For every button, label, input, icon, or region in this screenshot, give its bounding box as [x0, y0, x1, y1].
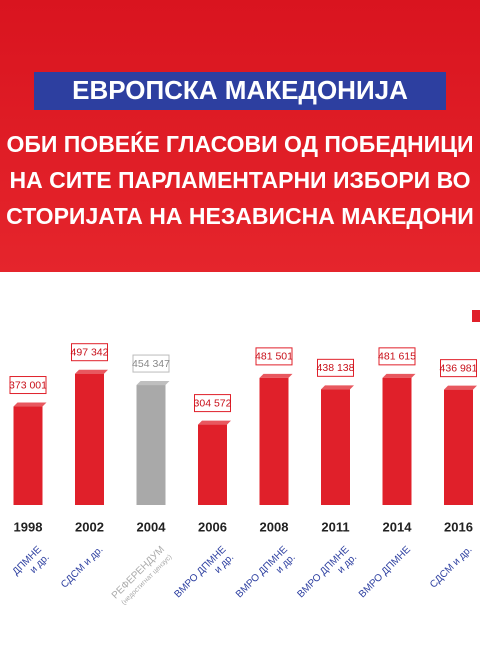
decoration [472, 310, 480, 322]
bar [444, 389, 473, 505]
value-label-box [71, 343, 108, 362]
value-label: 481 615 [378, 351, 416, 363]
headline-line: ОБИ ПОВЕЌЕ ГЛАСОВИ ОД ПОБЕДНИЦИ [6, 130, 473, 157]
party-label: СДСМ и др. [428, 544, 474, 590]
bar [13, 406, 43, 505]
bar-top [75, 369, 108, 374]
value-label-box [132, 354, 170, 373]
bar [75, 373, 104, 505]
bar-top [13, 402, 47, 407]
value-label-box [255, 347, 293, 366]
x-tick-label: 2008 [260, 519, 289, 534]
party-label-line: ВМРО ДПМНЕ [357, 544, 413, 600]
header-band [0, 0, 480, 272]
value-label-box [378, 347, 416, 366]
party-label-line: СДСМ и др. [59, 544, 105, 590]
value-label-box [440, 359, 477, 378]
value-label: 304 572 [194, 397, 232, 409]
value-label-box [9, 376, 47, 395]
value-label: 454 347 [132, 358, 170, 370]
bar [259, 377, 289, 505]
bar [198, 424, 227, 505]
x-tick-label: 2011 [321, 519, 349, 534]
value-label: 438 138 [317, 362, 355, 374]
value-label-box [317, 358, 354, 377]
value-label: 497 342 [71, 346, 109, 358]
bar [321, 389, 350, 505]
party-label-line: СДСМ и др. [428, 544, 474, 590]
x-tick-label: 2016 [444, 519, 473, 534]
bar-top [382, 373, 416, 378]
x-tick-label: 2006 [198, 519, 227, 534]
bar [136, 385, 166, 505]
badge: ЕВРОПСКА МАКЕДОНИЈА [72, 75, 408, 105]
x-tick-label: 2014 [383, 519, 413, 534]
x-tick-label: 2002 [75, 519, 104, 534]
bar-top [321, 385, 354, 390]
value-label: 373 001 [9, 379, 47, 391]
x-tick-label: 2004 [137, 519, 167, 534]
bar-top [136, 381, 170, 386]
bar [382, 377, 412, 505]
bar-top [198, 420, 231, 425]
value-label-box [194, 394, 231, 413]
x-tick-label: 1998 [14, 519, 43, 534]
party-label: РЕФЕРЕНДУМ(недостигнат цензус) [110, 544, 174, 606]
bar-top [444, 385, 477, 390]
headline-line: НА СИТЕ ПАРЛАМЕНТАРНИ ИЗБОРИ ВО [9, 167, 470, 193]
party-label: ВМРО ДПМНЕ [357, 544, 413, 600]
party-label: СДСМ и др. [59, 544, 105, 590]
value-label: 481 501 [255, 351, 293, 363]
value-label: 436 981 [440, 362, 478, 374]
badge-box [34, 72, 446, 110]
bar-top [259, 373, 293, 378]
headline-line: СТОРИЈАТА НА НЕЗАВИСНА МАКЕДОНИ [6, 203, 474, 229]
